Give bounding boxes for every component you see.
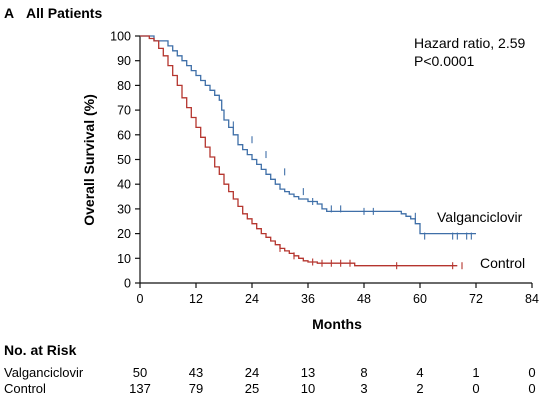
risk-value: 24 [245, 365, 259, 380]
x-tick-label: 84 [525, 292, 539, 306]
risk-value: 1 [472, 365, 479, 380]
series-layer [140, 35, 476, 270]
y-tick-label: 90 [117, 54, 131, 68]
risk-value: 2 [416, 381, 423, 396]
risk-value: 43 [189, 365, 203, 380]
y-tick-label: 10 [117, 252, 131, 266]
y-tick-label: 60 [117, 128, 131, 142]
x-tick-label: 48 [357, 292, 371, 306]
x-tick-label: 60 [413, 292, 427, 306]
risk-value: 10 [301, 381, 315, 396]
risk-value: 4 [416, 365, 423, 380]
x-tick-label: 0 [137, 292, 144, 306]
series-label-control: Control [480, 255, 525, 271]
risk-value: 8 [360, 365, 367, 380]
series-line-control [140, 35, 458, 267]
risk-value: 0 [528, 365, 535, 380]
x-axis-title: Months [312, 316, 362, 332]
risk-row-label-valganciclovir: Valganciclovir [4, 365, 84, 380]
chart-title: All Patients [26, 5, 102, 21]
y-tick-label: 70 [117, 104, 131, 118]
risk-row-label-control: Control [4, 381, 46, 396]
y-tick-label: 0 [124, 277, 131, 291]
panel-label: A [4, 5, 14, 21]
x-tick-label: 24 [245, 292, 259, 306]
x-tick-label: 72 [469, 292, 483, 306]
y-tick-label: 40 [117, 178, 131, 192]
y-ticks: 0 10 20 30 40 50 60 70 80 90 100 [110, 30, 140, 291]
risk-value: 137 [129, 381, 151, 396]
y-tick-label: 50 [117, 153, 131, 167]
series-label-valganciclovir: Valganciclovir [437, 209, 523, 225]
x-tick-label: 12 [189, 292, 203, 306]
risk-value: 0 [472, 381, 479, 396]
y-tick-label: 20 [117, 227, 131, 241]
risk-value: 25 [245, 381, 259, 396]
y-tick-label: 100 [110, 30, 131, 44]
risk-table-title: No. at Risk [4, 342, 77, 358]
risk-value: 50 [133, 365, 147, 380]
risk-value: 0 [528, 381, 535, 396]
series-line-valganciclovir [140, 35, 476, 235]
risk-value: 79 [189, 381, 203, 396]
y-tick-label: 30 [117, 202, 131, 216]
y-axis-title: Overall Survival (%) [81, 94, 97, 226]
p-value-text: P<0.0001 [414, 53, 475, 69]
risk-value: 3 [360, 381, 367, 396]
y-tick-label: 80 [117, 79, 131, 93]
hazard-ratio-text: Hazard ratio, 2.59 [414, 35, 525, 51]
x-ticks: 0 12 24 36 48 60 72 84 [137, 283, 539, 306]
x-tick-label: 36 [301, 292, 315, 306]
risk-value: 13 [301, 365, 315, 380]
